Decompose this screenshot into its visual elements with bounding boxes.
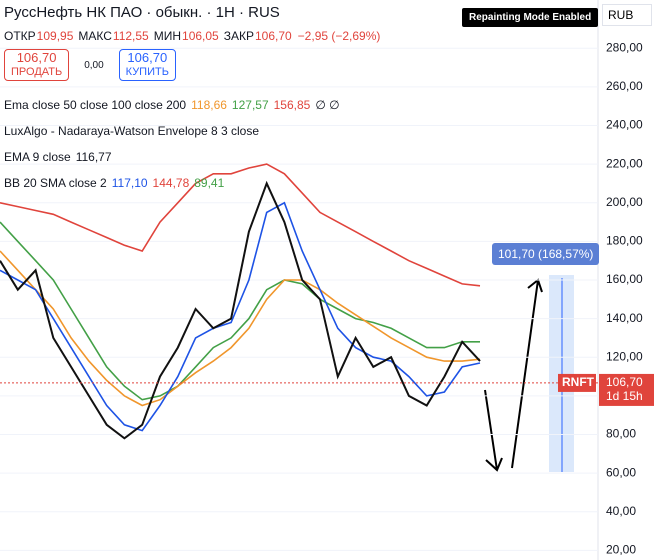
y-tick-label: 200,00 [606, 195, 643, 209]
series-line [0, 180, 481, 440]
spread: 0,00 [84, 59, 104, 71]
indicator-value: ∅ ∅ [315, 98, 340, 112]
buy-price: 106,70 [127, 50, 168, 65]
indicator-value: 117,10 [111, 176, 148, 190]
quote-value: 112,55 [112, 29, 149, 43]
price-label-bg [599, 373, 654, 406]
indicator-name: EMA 9 close [4, 150, 71, 164]
y-tick-label: 140,00 [606, 311, 643, 325]
measure-label: 101,70 (168,57%) [492, 243, 600, 265]
indicator-row: Ema close 50 close 100 close 200 118,66 12… [4, 92, 380, 118]
series-line [0, 201, 481, 432]
indicator-row: BB 20 SMA close 2 117,10 144,78 89,41 [4, 170, 380, 196]
countdown: 1d 15h [606, 389, 643, 403]
y-tick-label: 220,00 [606, 156, 643, 170]
indicator-name: Ema close 50 close 100 close 200 [4, 98, 187, 112]
quote-value: 106,05 [182, 29, 219, 43]
indicator-name: BB 20 SMA close 2 [4, 176, 107, 190]
y-tick-label: 40,00 [606, 504, 636, 518]
series-line [0, 163, 481, 287]
y-tick-label: 260,00 [606, 79, 643, 93]
quote-label: МИН [153, 29, 182, 43]
y-tick-label: 20,00 [606, 543, 636, 557]
buy-label: КУПИТЬ [125, 66, 169, 78]
sell-price: 106,70 [16, 50, 57, 65]
price-tag-bg [558, 373, 596, 392]
title: РуссНефть НК ПАО · обыкн. · 1Н · RUS [4, 3, 280, 21]
quote-value: −2,95 (−2,69%) [297, 29, 381, 43]
y-tick-label: 80,00 [606, 427, 636, 441]
buy-button[interactable]: 106,70 КУПИТЬ [118, 49, 176, 81]
indicator-value: 127,57 [231, 98, 269, 112]
arrow [484, 278, 543, 472]
y-tick-label: 240,00 [606, 118, 643, 132]
series-line [0, 250, 481, 407]
symbol-tag: RNFT [562, 375, 595, 389]
quote: ОТКР 109,95 МАКС 112,55 МИН 106,05 ЗАКР 106,70−… [4, 24, 380, 48]
sell-label: ПРОДАТЬ [11, 66, 63, 78]
indicator-row: EMA 9 close 116,77 [4, 144, 380, 170]
y-tick-label: 160,00 [606, 272, 643, 286]
currency[interactable]: RUB [602, 4, 652, 26]
indicator-value: 156,85 [273, 98, 311, 112]
indicator-name: LuxAlgo - Nadaraya-Watson Envelope 8 3 c… [4, 124, 260, 138]
quote-value: 109,95 [36, 29, 74, 43]
y-tick-label: 120,00 [606, 349, 643, 363]
indicator-value: 144,78 [152, 176, 190, 190]
quote-label: ЗАКР [223, 29, 254, 43]
quote-label: ОТКР [4, 29, 36, 43]
indicator-value: 116,77 [75, 150, 112, 164]
y-tick-label: 280,00 [606, 40, 643, 54]
last-price-label: 106,70 [606, 375, 643, 389]
indicator-value: 89,41 [194, 176, 225, 190]
indicator-row: LuxAlgo - Nadaraya-Watson Envelope 8 3 c… [4, 118, 380, 144]
sell-button[interactable]: 106,70 ПРОДАТЬ [4, 49, 70, 81]
header: РуссНефть НК ПАО · обыкн. · 1Н · RUS ОТК… [4, 0, 380, 196]
quote-label: МАКС [78, 29, 112, 43]
indicators: Ema close 50 close 100 close 200 118,66 12… [4, 92, 380, 196]
y-tick-label: 60,00 [606, 465, 636, 479]
quote-value: 106,70 [254, 29, 292, 43]
series-line [0, 221, 480, 401]
indicator-value: 118,66 [191, 98, 227, 112]
badge: Repainting Mode Enabled [462, 8, 599, 27]
y-tick-label: 180,00 [606, 234, 643, 248]
